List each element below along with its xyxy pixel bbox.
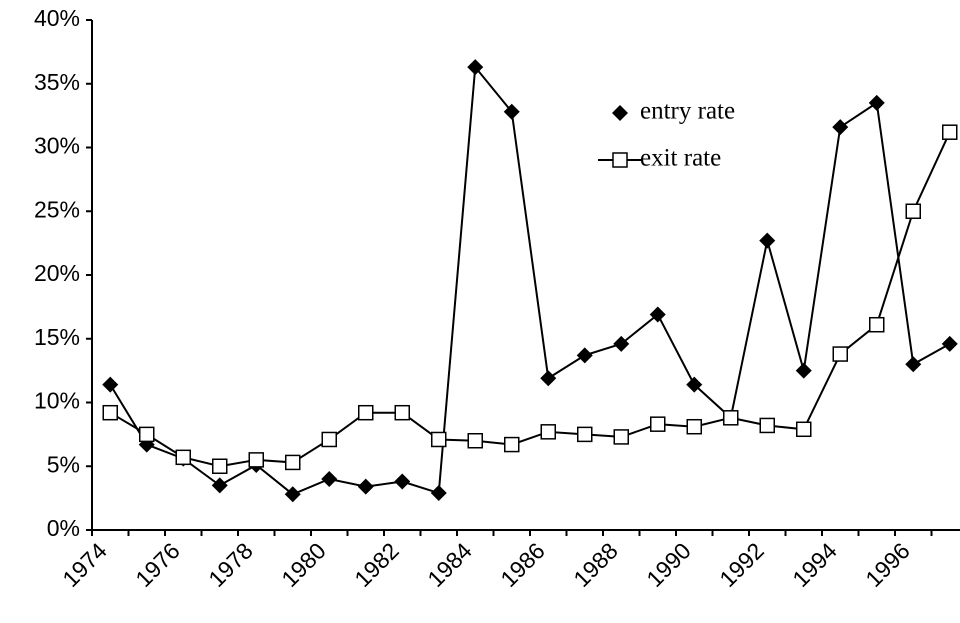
- y-tick-label: 0%: [47, 515, 80, 541]
- x-tick-label: 1980: [276, 537, 331, 592]
- point: [832, 346, 848, 362]
- point: [869, 316, 885, 333]
- point: [321, 471, 338, 487]
- x-tick-label: 1976: [130, 537, 185, 592]
- point: [576, 347, 593, 364]
- point: [759, 417, 775, 434]
- x-tick-label: 1978: [203, 537, 258, 592]
- y-tick-label: 5%: [47, 451, 80, 477]
- point: [139, 426, 155, 443]
- y-tick-label: 40%: [34, 5, 80, 31]
- point: [102, 376, 119, 393]
- point: [321, 431, 337, 448]
- point: [212, 458, 228, 474]
- point: [504, 436, 520, 453]
- point: [540, 370, 557, 387]
- y-tick-label: 35%: [34, 69, 80, 95]
- x-tick-label: 1992: [714, 537, 769, 592]
- x-tick-label: 1990: [641, 537, 696, 592]
- x-tick-label: 1974: [57, 537, 112, 592]
- point: [394, 404, 410, 421]
- legend-marker: [612, 105, 628, 121]
- point: [175, 449, 191, 466]
- legend-label: entry rate: [640, 98, 735, 125]
- point: [686, 418, 702, 435]
- point: [613, 429, 629, 445]
- point: [650, 416, 666, 432]
- point: [431, 431, 447, 448]
- point: [503, 103, 520, 120]
- y-tick-label: 20%: [34, 260, 80, 286]
- point: [723, 410, 739, 426]
- y-tick-label: 15%: [34, 324, 80, 350]
- point: [284, 486, 301, 503]
- point: [394, 473, 411, 490]
- point: [759, 232, 776, 249]
- point: [102, 404, 118, 421]
- legend-label: exit rate: [640, 145, 721, 172]
- point: [795, 362, 812, 379]
- point: [686, 376, 703, 393]
- point: [430, 485, 447, 502]
- point: [248, 452, 264, 468]
- x-tick-label: 1994: [787, 537, 842, 592]
- point: [796, 421, 812, 438]
- y-tick-label: 10%: [34, 388, 80, 414]
- y-tick-label: 25%: [34, 196, 80, 222]
- series-line: [109, 131, 951, 468]
- x-tick-label: 1984: [422, 537, 477, 592]
- point: [285, 454, 301, 471]
- point: [540, 424, 556, 440]
- point: [868, 94, 885, 111]
- point: [941, 335, 958, 352]
- point: [649, 306, 666, 323]
- point: [357, 478, 374, 495]
- y-tick-label: 30%: [34, 133, 80, 159]
- point: [467, 433, 483, 449]
- x-tick-label: 1982: [349, 537, 404, 592]
- point: [613, 335, 630, 352]
- x-tick-label: 1988: [568, 537, 623, 592]
- point: [832, 119, 849, 136]
- x-tick-label: 1986: [495, 537, 550, 592]
- series-line: [109, 64, 951, 496]
- point: [905, 203, 921, 219]
- point: [467, 59, 484, 76]
- x-tick-label: 1996: [860, 537, 915, 592]
- point: [942, 124, 958, 140]
- legend-marker: [612, 152, 628, 168]
- point: [577, 426, 593, 443]
- point: [211, 477, 228, 494]
- point: [905, 356, 922, 373]
- point: [358, 404, 374, 421]
